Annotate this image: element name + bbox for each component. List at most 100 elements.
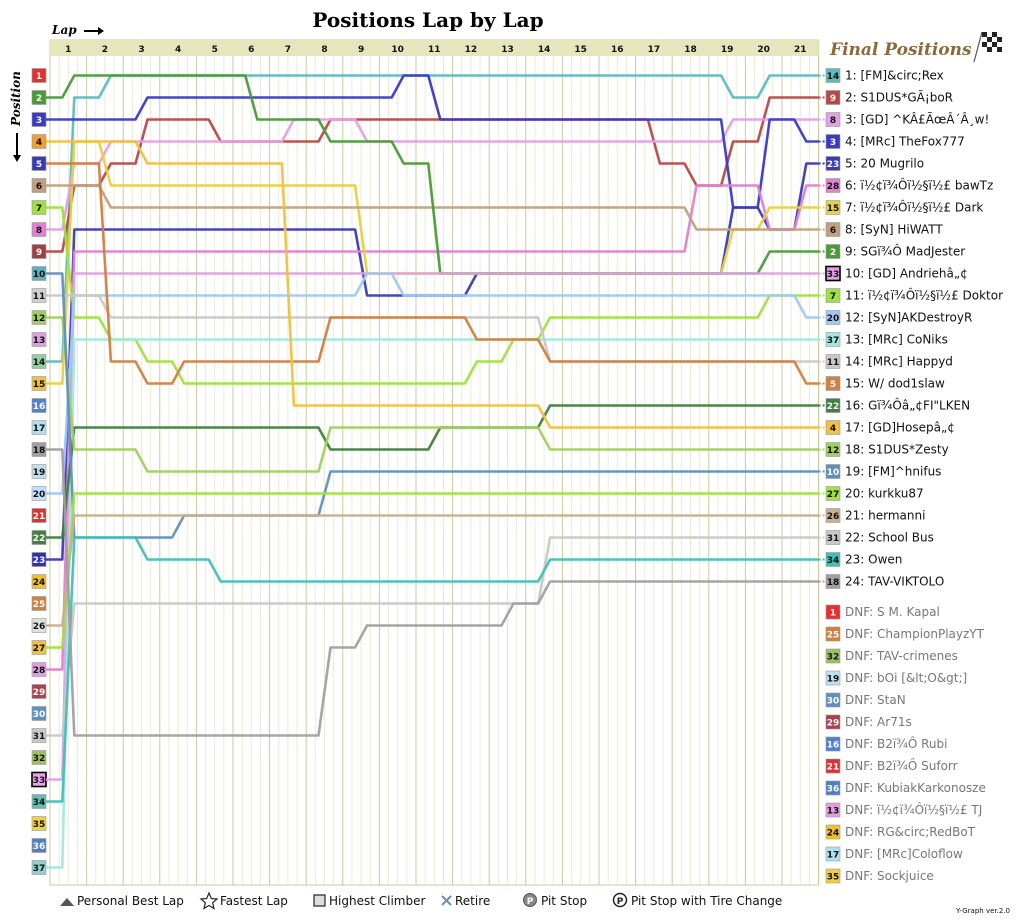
lap-number: 17 <box>648 45 661 55</box>
position-box: 8 <box>31 222 47 237</box>
dnf-grid-swatch <box>825 824 841 840</box>
triangle-icon <box>60 898 74 906</box>
dnf-grid-swatch <box>825 714 841 730</box>
driver-name: 11: ï½¢ï¾Ôï½§ï½£ Doktor <box>845 288 1003 303</box>
grid-position-swatch <box>825 265 841 282</box>
lap-number: 18 <box>684 45 697 55</box>
position-box: 33 <box>31 771 47 788</box>
driver-name: 16: Gï¾Ôâ„¢FI"LKEN <box>845 398 970 413</box>
series-line <box>46 162 819 385</box>
final-position-row: 3 4: [MRc] TheFox777 <box>818 134 965 149</box>
grid-position-number: 22 <box>827 402 840 412</box>
grid-position-swatch <box>825 354 841 369</box>
position-box: 16 <box>31 398 47 413</box>
driver-name: 9: SGï¾Ô MadJester <box>845 244 965 259</box>
driver-name: 6: ï½¢ï¾Ôï½§ï½£ bawTz <box>845 178 993 193</box>
position-box: 28 <box>31 662 47 677</box>
grid-position-number: 37 <box>827 336 840 346</box>
grid-position-swatch <box>825 552 841 567</box>
legend-highest-climber-label: Highest Climber <box>329 894 425 908</box>
dnf-grid-number: 25 <box>827 631 840 641</box>
position-swatch <box>31 574 47 589</box>
driver-name: 19: [FM]^hnifus <box>845 465 941 479</box>
final-position-row: 2 9: SGï¾Ô MadJester <box>818 244 965 259</box>
driver-name: 14: [MRc] Happyd <box>845 355 953 369</box>
lap-number: 19 <box>721 45 734 55</box>
legend: Personal Best Lap Fastest Lap Highest Cl… <box>60 891 782 910</box>
position-box: 13 <box>31 332 47 347</box>
dnf-driver-name: DNF: Sockjuice <box>845 869 934 883</box>
position-number: 32 <box>33 754 46 764</box>
dnf-grid-swatch <box>825 780 841 796</box>
svg-text:P: P <box>527 897 534 907</box>
position-number: 7 <box>36 204 42 214</box>
cross-icon <box>441 895 452 906</box>
dnf-grid-swatch <box>825 692 841 708</box>
grid-position-swatch <box>825 574 841 589</box>
lap-number: 1 <box>65 45 71 55</box>
grid-position-number: 14 <box>827 72 840 82</box>
final-position-row: 12 18: S1DUS*Zesty <box>818 442 949 457</box>
legend-retire: Retire <box>441 894 490 908</box>
driver-name: 1: [FM]&circ;Rex <box>845 69 944 83</box>
position-box: 36 <box>31 838 47 853</box>
final-position-row: 27 20: kurkku87 <box>818 486 924 501</box>
dnf-row: 36 DNF: KubiakKarkonosze <box>825 780 986 796</box>
grid-position-swatch <box>825 420 841 435</box>
dnf-grid-number: 17 <box>827 851 840 861</box>
series-line <box>46 338 819 869</box>
position-box: 17 <box>31 420 47 435</box>
position-swatch <box>31 398 47 413</box>
position-number: 31 <box>33 732 46 742</box>
position-box: 19 <box>31 464 47 479</box>
lap-number: 2 <box>102 45 108 55</box>
position-number: 3 <box>36 116 42 126</box>
legend-fastest-lap-label: Fastest Lap <box>220 894 288 908</box>
dnf-grid-number: 19 <box>827 675 840 685</box>
grid-position-number: 9 <box>830 94 836 104</box>
grid-position-swatch <box>825 90 841 105</box>
position-box: 18 <box>31 442 47 457</box>
position-number: 19 <box>33 468 46 478</box>
driver-name: 13: [MRc] CoNiks <box>845 333 948 347</box>
dnf-list: 1 DNF: S M. Kapal 25 DNF: ChampionPlayzYT 32… <box>825 604 986 884</box>
position-box: 31 <box>31 728 47 743</box>
driver-name: 7: ï½¢ï¾Ôï½§ï½£ Dark <box>845 200 983 215</box>
driver-name: 12: [SyN]AKDestroyR <box>845 311 972 325</box>
grid-position-number: 23 <box>827 160 840 170</box>
lap-header: 1 2 3 4 5 6 7 8 9 10 11 12 13 14 15 16 17 18 19 20 21 <box>50 40 819 56</box>
grid-position-swatch <box>825 464 841 479</box>
lap-axis-word: Lap <box>51 23 77 37</box>
grid-position-swatch <box>825 530 841 545</box>
position-column: 1234567891011121314151617181920212223242… <box>31 68 47 875</box>
dnf-row: 30 DNF: StaN <box>825 692 906 708</box>
dnf-driver-name: DNF: RG&circ;RedBoT <box>845 825 976 839</box>
position-number: 14 <box>33 358 46 368</box>
series-line <box>46 448 819 737</box>
final-position-row: 26 21: hermanni <box>818 508 925 523</box>
dnf-grid-swatch <box>825 758 841 774</box>
driver-name: 5: 20 Mugrilo <box>845 157 924 171</box>
position-box: 2 <box>31 90 47 105</box>
grid-position-number: 6 <box>830 226 836 236</box>
lap-number: 5 <box>212 45 218 55</box>
grid-position-swatch <box>825 310 841 325</box>
position-axis-word: Position <box>9 71 23 127</box>
grid-position-number: 10 <box>827 468 840 478</box>
driver-name: 22: School Bus <box>845 531 934 545</box>
legend-personal-best: Personal Best Lap <box>60 894 184 908</box>
dnf-row: 35 DNF: Sockjuice <box>825 868 934 884</box>
position-number: 15 <box>33 380 46 390</box>
series-line <box>46 272 819 539</box>
position-number: 11 <box>33 292 46 302</box>
position-box: 14 <box>31 354 47 369</box>
position-number: 18 <box>33 446 46 456</box>
grid-position-number: 33 <box>827 270 840 280</box>
grid-position-number: 20 <box>827 314 840 324</box>
dnf-row: 29 DNF: Ar71s <box>825 714 912 730</box>
position-number: 12 <box>33 314 46 324</box>
final-positions-heading: Final Positions <box>829 31 1002 63</box>
checkered-flag-icon <box>973 31 1002 63</box>
final-position-row: 10 19: [FM]^hnifus <box>818 464 941 479</box>
final-position-row: 22 16: Gï¾Ôâ„¢FI"LKEN <box>818 398 970 413</box>
